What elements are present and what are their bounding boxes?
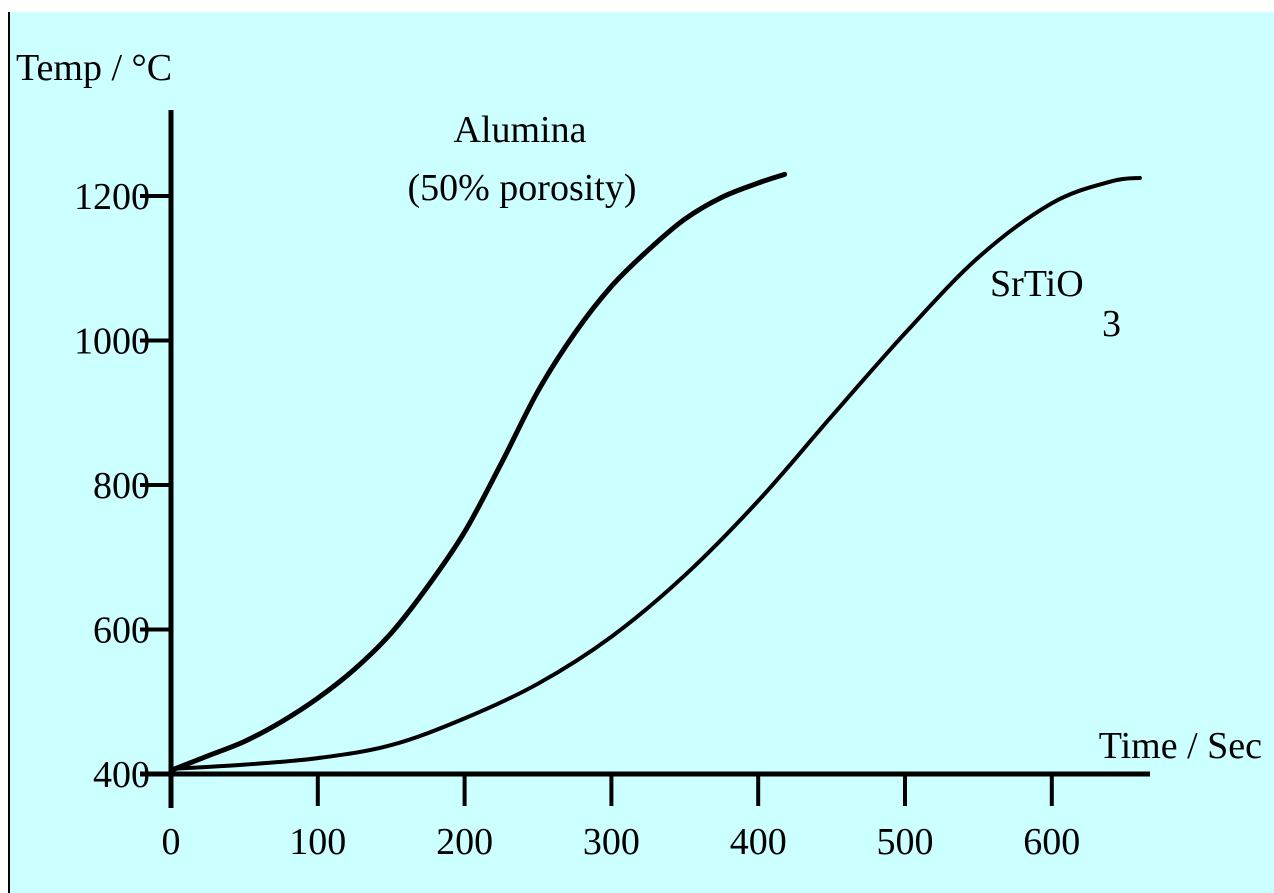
x-tick-label: 100 [289, 821, 346, 863]
x-tick-label: 400 [730, 821, 787, 863]
alumina-porosity-label: (50% porosity) [407, 167, 636, 209]
series-line-srtio3 [169, 175, 1142, 771]
line-chart: 0 100 200 300 400 500 600 400 600 800 1000 1200 Tem… [16, 47, 1262, 863]
chart-labels: Temp / °C Time / Sec Alumina (50% porosity)… [16, 47, 1262, 767]
y-axis-title: Temp / °C [16, 47, 172, 89]
chart-canvas: 0 100 200 300 400 500 600 400 600 800 1000 1200 Tem… [8, 12, 1274, 893]
x-axis-title: Time / Sec [1099, 725, 1262, 767]
x-tick-label: 600 [1023, 821, 1080, 863]
alumina-label: Alumina [454, 109, 587, 151]
srtio3-subscript: 3 [1102, 303, 1121, 345]
x-tick-label: 0 [162, 821, 181, 863]
axis-ticks: 0 100 200 300 400 500 600 400 600 800 1000 1200 [74, 176, 1080, 863]
y-tick-label: 1200 [74, 176, 150, 218]
srtio3-label: SrTiO [990, 263, 1084, 305]
x-tick-label: 200 [436, 821, 493, 863]
y-tick-label: 1000 [74, 321, 150, 363]
x-tick-label: 500 [877, 821, 934, 863]
y-tick-label: 400 [93, 754, 150, 796]
y-tick-label: 800 [93, 465, 150, 507]
y-tick-label: 600 [93, 610, 150, 652]
axes [140, 110, 1150, 808]
series-line-alumina [168, 171, 788, 773]
x-tick-label: 300 [583, 821, 640, 863]
series-lines [168, 171, 1142, 773]
